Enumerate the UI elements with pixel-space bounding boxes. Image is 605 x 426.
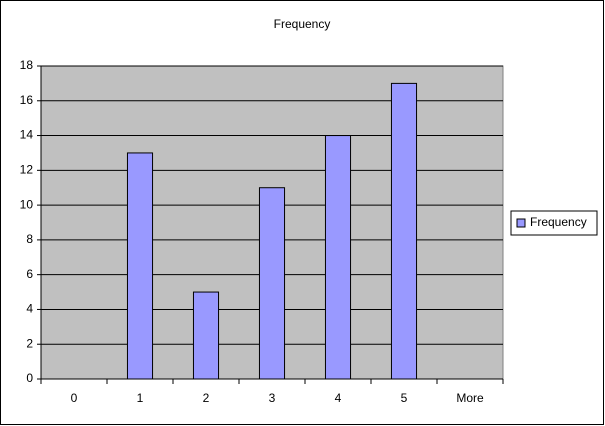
y-tick-label: 12 bbox=[20, 163, 34, 177]
x-tick-label: 2 bbox=[203, 391, 210, 405]
y-tick-label: 8 bbox=[26, 232, 33, 246]
y-tick-label: 6 bbox=[26, 267, 33, 281]
legend-label: Frequency bbox=[530, 215, 587, 229]
bar bbox=[390, 82, 418, 380]
y-tick-label: 2 bbox=[26, 336, 33, 350]
x-tick-label: More bbox=[456, 391, 484, 405]
y-tick-label: 0 bbox=[26, 371, 33, 385]
y-tick-label: 16 bbox=[20, 93, 34, 107]
y-tick-label: 10 bbox=[20, 197, 34, 211]
y-tick-label: 4 bbox=[26, 302, 33, 316]
chart-title: Frequency bbox=[274, 17, 331, 31]
legend-swatch bbox=[516, 218, 526, 228]
y-tick-label: 18 bbox=[20, 58, 34, 72]
bar bbox=[126, 152, 154, 380]
x-tick-label: 4 bbox=[335, 391, 342, 405]
x-tick-label: 5 bbox=[401, 391, 408, 405]
y-tick-label: 14 bbox=[20, 128, 34, 142]
x-tick-label: 0 bbox=[71, 391, 78, 405]
bar bbox=[324, 135, 352, 380]
x-tick-label: 3 bbox=[269, 391, 276, 405]
bar bbox=[192, 291, 220, 380]
bar bbox=[258, 187, 286, 380]
x-tick-label: 1 bbox=[137, 391, 144, 405]
